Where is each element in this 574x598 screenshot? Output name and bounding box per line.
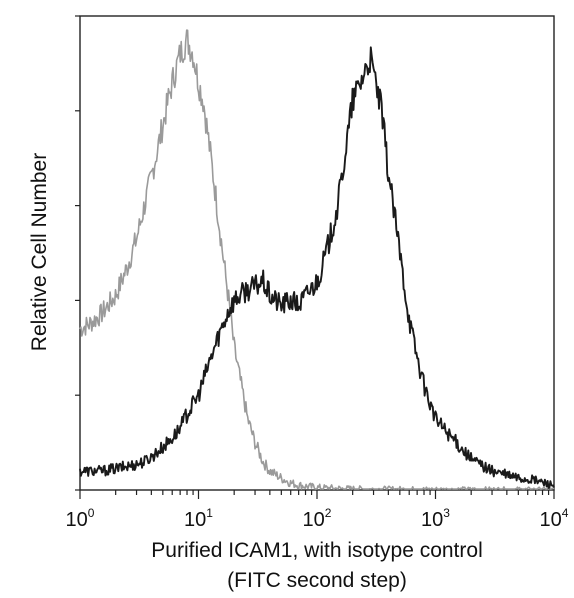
y-axis-ticks bbox=[75, 15, 80, 491]
plot-frame bbox=[79, 15, 555, 491]
x-axis-title-line2: (FITC second step) bbox=[227, 569, 407, 592]
x-tick-label: 103 bbox=[421, 506, 450, 531]
y-axis-title: Relative Cell Number bbox=[28, 153, 51, 351]
x-tick-label: 102 bbox=[303, 506, 332, 531]
x-tick-label: 101 bbox=[184, 506, 213, 531]
x-tick-label: 104 bbox=[540, 506, 569, 531]
isotype-control-histogram bbox=[79, 29, 555, 490]
series-layer bbox=[79, 29, 555, 490]
x-tick-label: 100 bbox=[66, 506, 95, 531]
x-axis-title: Purified ICAM1, with isotype control bbox=[151, 539, 482, 562]
icam1-histogram bbox=[79, 46, 555, 489]
x-axis-tick-labels: 100 101 102 103 104 bbox=[66, 506, 569, 531]
x-axis-ticks bbox=[79, 490, 555, 499]
plot-border bbox=[79, 15, 555, 491]
